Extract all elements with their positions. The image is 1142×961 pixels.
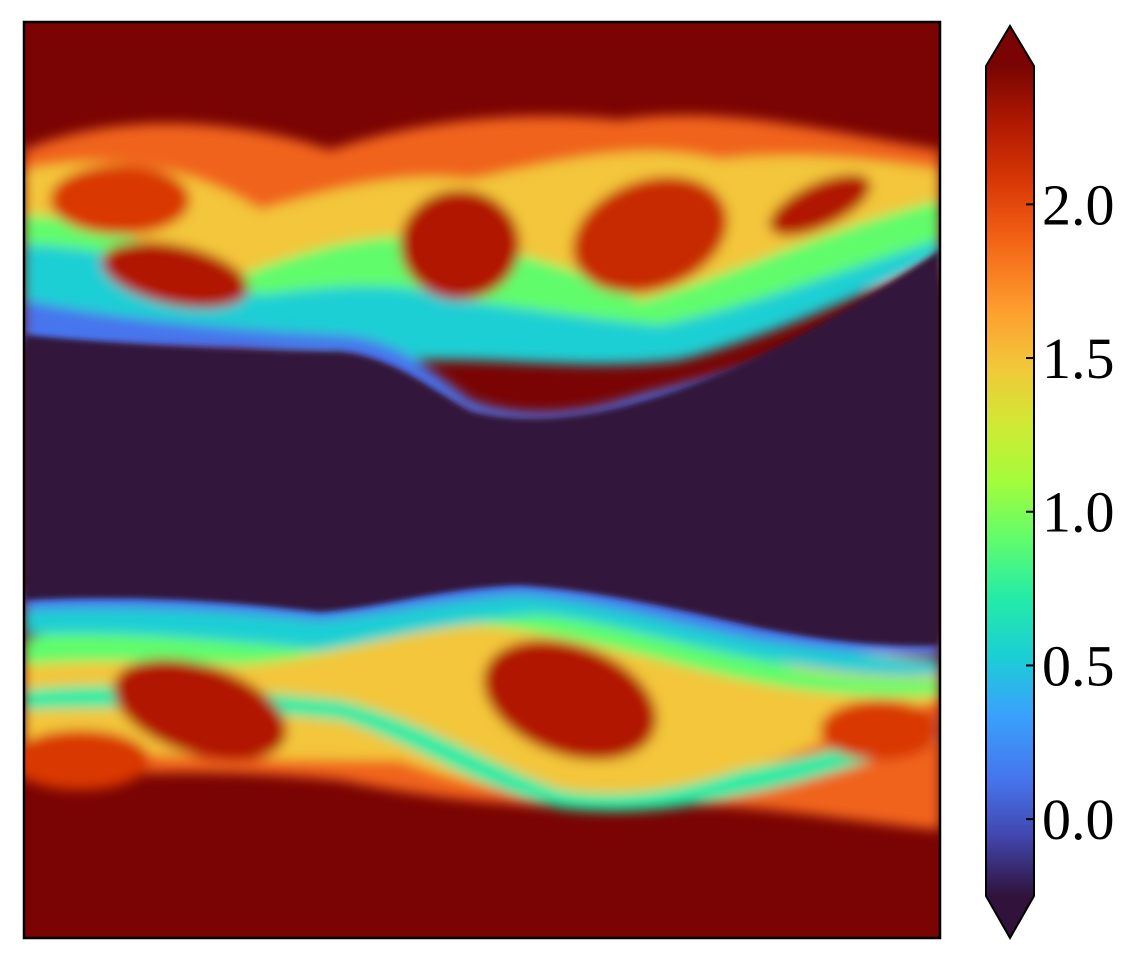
upper-eddy-1 <box>101 241 249 309</box>
lower-eddy-3 <box>820 700 940 760</box>
lower-layer-cyan-band <box>24 685 940 812</box>
colorbar-tick-label: 2.0 <box>1042 172 1115 237</box>
plot-frame <box>22 20 942 940</box>
colorbar-tick-label: 1.0 <box>1042 480 1115 545</box>
colorbar-extend-top <box>986 26 1034 66</box>
upper-mixing-layer <box>24 115 940 425</box>
upper-eddy-2 <box>400 190 520 300</box>
upper-eddy-3 <box>572 176 728 294</box>
colorbar-outline <box>985 24 1035 941</box>
lower-mixing-layer <box>24 574 940 830</box>
lower-layer-green <box>24 600 940 697</box>
lower-eddy-4 <box>24 730 150 790</box>
colorbar-ticks: 0.0 0.5 1.0 1.5 2.0 <box>1026 172 1115 852</box>
heatmap-plot-area <box>24 22 940 938</box>
lower-eddy-2 <box>483 639 657 761</box>
upper-eddy-5 <box>50 165 190 235</box>
central-band <box>24 250 940 646</box>
upper-layer-blue <box>24 300 820 425</box>
colorbar-gradient <box>986 66 1034 896</box>
colorbar-extend-bottom <box>986 896 1034 938</box>
colorbar: 0.0 0.5 1.0 1.5 2.0 <box>985 24 1115 941</box>
colorbar-tick-label: 0.5 <box>1042 633 1115 698</box>
upper-eddy-4 <box>769 174 871 236</box>
colorbar-tick-label: 1.5 <box>1042 326 1115 391</box>
central-band-fill <box>24 250 940 646</box>
lower-eddy-1 <box>113 658 287 762</box>
colorbar-tick-label: 0.0 <box>1042 787 1115 852</box>
